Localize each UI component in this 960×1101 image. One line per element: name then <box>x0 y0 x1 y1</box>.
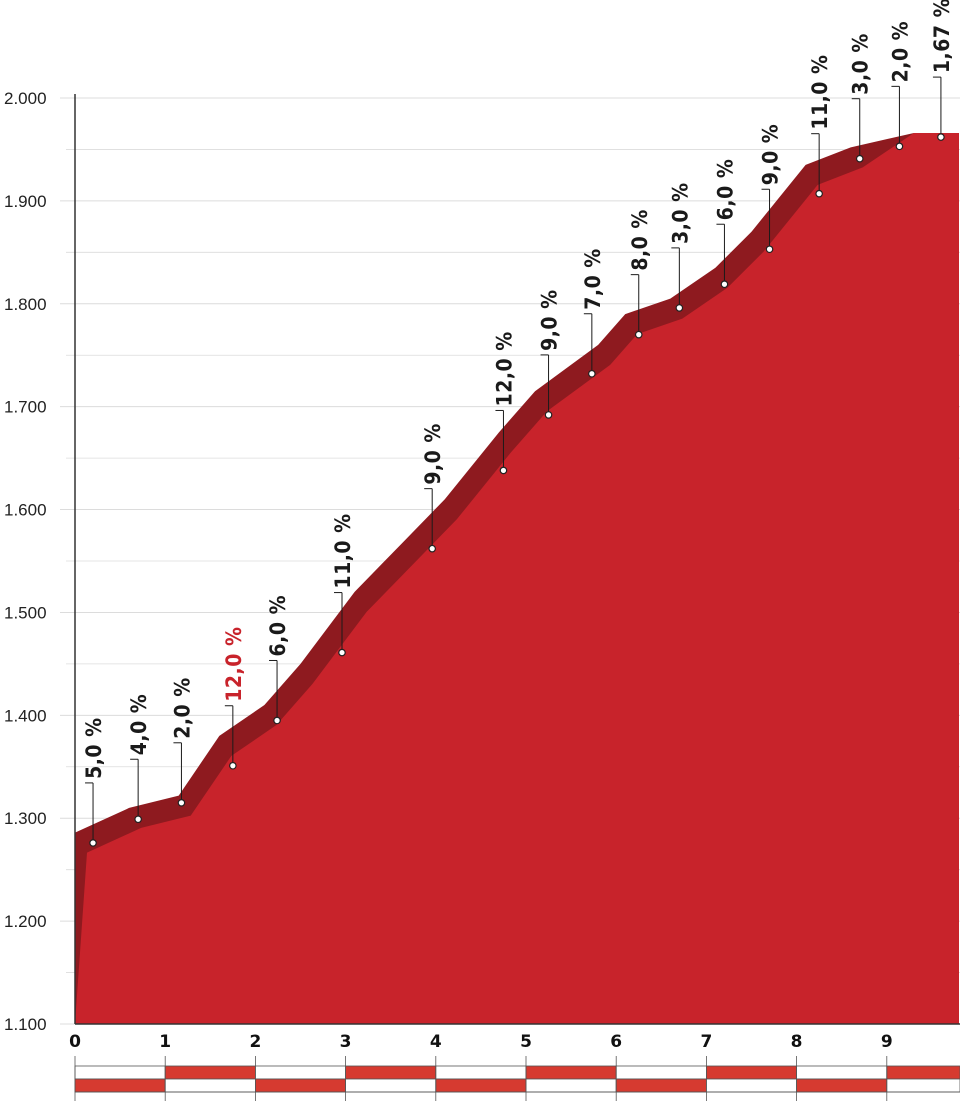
x-tick-label: 9 <box>881 1032 893 1052</box>
gradient-label: 6,0 % <box>266 595 290 656</box>
km-bar-bottom <box>74 1078 166 1093</box>
y-tick-label: 1.100 <box>4 1015 47 1034</box>
y-tick-label: 1.900 <box>4 192 47 211</box>
y-tick-label: 1.600 <box>4 501 47 520</box>
km-bar-bottom <box>345 1078 437 1093</box>
y-tick-label: 1.800 <box>4 295 47 314</box>
km-bar-bottom <box>254 1078 346 1093</box>
gradient-point <box>499 466 508 475</box>
y-tick-label: 1.300 <box>4 809 47 828</box>
gradient-point <box>134 815 142 824</box>
km-bar-top <box>525 1065 617 1080</box>
y-tick-label: 1.700 <box>4 398 47 417</box>
gradient-label: 3,0 % <box>668 182 692 243</box>
x-tick-label: 8 <box>791 1032 803 1052</box>
x-tick-label: 4 <box>430 1032 442 1052</box>
km-bar-bottom <box>796 1078 888 1093</box>
y-tick-label: 2.000 <box>4 89 47 108</box>
km-bar-bottom <box>615 1078 707 1093</box>
km-bar-top <box>886 1065 960 1080</box>
gradient-point <box>675 304 684 312</box>
gradient-point <box>815 189 823 198</box>
x-tick-label: 1 <box>159 1032 171 1052</box>
gradient-point <box>177 798 186 807</box>
gradient-label: 8,0 % <box>628 209 652 270</box>
gradient-point <box>273 716 281 725</box>
x-tick-label: 2 <box>249 1032 261 1052</box>
km-bar-top <box>74 1065 166 1080</box>
y-tick-label: 1.200 <box>4 912 47 931</box>
km-bar-top <box>254 1065 346 1080</box>
gradient-point <box>895 142 904 151</box>
y-tick-labels: 1.100 1.200 1.300 1.400 1.500 1.600 1.700 1.800… <box>4 89 47 1034</box>
gradient-point <box>338 648 346 657</box>
km-bar-bottom <box>525 1078 617 1093</box>
y-tick-label: 1.400 <box>4 706 47 725</box>
x-tick-labels: 0 1 2 3 4 5 6 7 8 9 <box>69 1032 893 1052</box>
x-tick-label: 5 <box>520 1032 532 1052</box>
km-bar-top <box>706 1065 798 1080</box>
gradient-point <box>544 411 553 419</box>
gradient-point <box>855 154 864 163</box>
gradient-point <box>428 544 436 553</box>
gradient-label: 4,0 % <box>127 694 151 755</box>
gradient-label: 7,0 % <box>581 248 605 309</box>
gradient-label: 9,0 % <box>538 289 562 350</box>
gradient-label: 2,0 % <box>170 677 194 738</box>
gradient-point <box>229 761 237 770</box>
gradient-point <box>937 133 945 141</box>
gradient-label: 1,67 % <box>930 0 954 73</box>
gradient-point <box>765 245 774 254</box>
y-tick-label: 1.500 <box>4 603 47 622</box>
km-bar-bottom <box>706 1078 798 1093</box>
gradient-label: 2,0 % <box>888 21 912 82</box>
km-bar-top <box>796 1065 888 1080</box>
km-bar-bottom <box>886 1078 960 1093</box>
km-bar-bottom <box>435 1078 527 1093</box>
km-bar-bottom <box>164 1078 256 1093</box>
x-tick-label: 7 <box>700 1032 712 1052</box>
gradient-label: 12,0 % <box>492 331 516 406</box>
km-segment-bars <box>74 1056 960 1101</box>
gradient-label: 3,0 % <box>849 33 873 94</box>
gradient-point <box>89 839 97 847</box>
gradient-label: 9,0 % <box>759 124 783 185</box>
km-bar-top <box>615 1065 707 1080</box>
gradient-label: 12,0 % <box>222 627 246 702</box>
km-bar-top <box>345 1065 437 1080</box>
gradient-labels: 5,0 % 4,0 % 2,0 % 12,0 % 6,0 % 11,0 % 9,0 % 12,… <box>82 0 954 847</box>
km-bar-top <box>435 1065 527 1080</box>
gradient-point <box>720 280 729 289</box>
gradient-label: 11,0 % <box>331 513 355 588</box>
gradient-label: 6,0 % <box>713 159 737 220</box>
gradient-point <box>588 369 596 378</box>
gradient-point <box>634 330 643 339</box>
gradient-label: 9,0 % <box>421 423 445 484</box>
profile-area <box>75 132 959 1024</box>
x-tick-label: 3 <box>340 1032 352 1052</box>
axes <box>74 94 960 1025</box>
x-tick-label: 6 <box>610 1032 622 1052</box>
x-tick-label: 0 <box>69 1032 81 1052</box>
gradient-label: 5,0 % <box>82 717 106 778</box>
gradient-label: 11,0 % <box>808 55 832 130</box>
km-bar-top <box>164 1065 256 1080</box>
profile-area-fill <box>75 132 959 1024</box>
